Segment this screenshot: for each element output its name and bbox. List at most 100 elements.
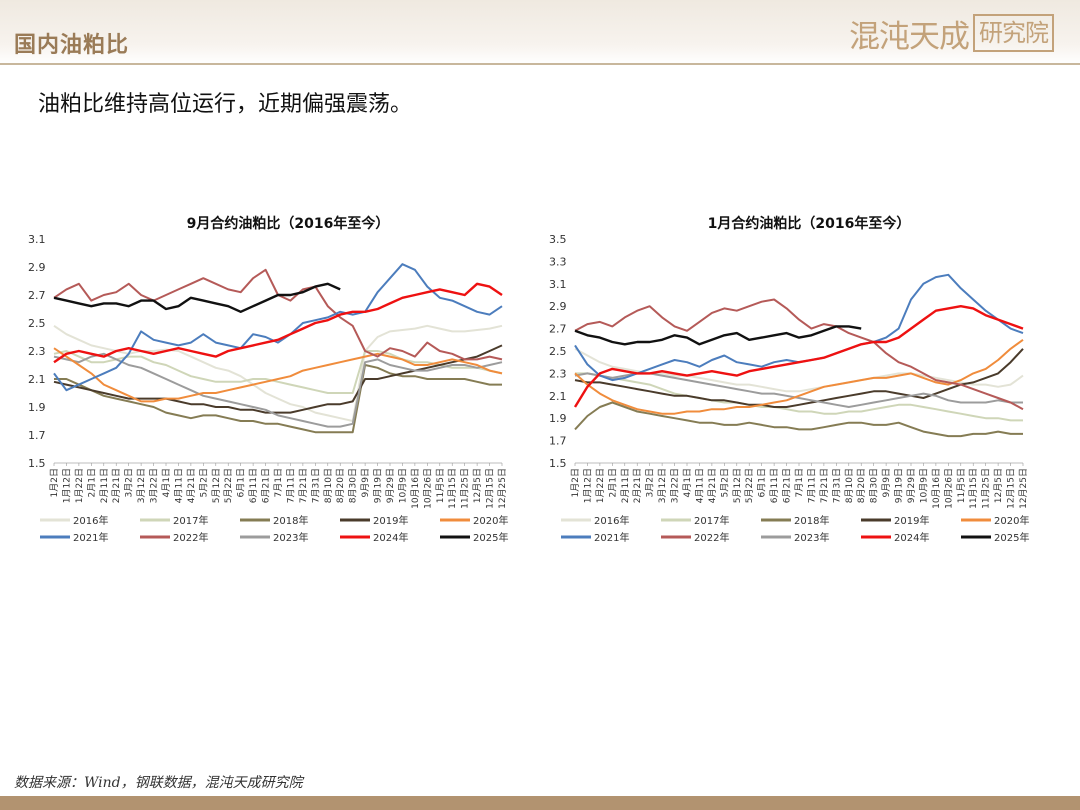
x-tick-label: 8月30日: [348, 468, 359, 503]
series-line-2024: [53, 282, 503, 364]
x-tick-label: 2月21日: [111, 468, 122, 503]
y-tick-label: 2.3: [549, 367, 567, 380]
x-tick-label: 4月21日: [186, 468, 197, 503]
x-tick-label: 3月22日: [149, 468, 160, 503]
x-tick-label: 10月26日: [943, 468, 954, 509]
section-title: 国内油粕比: [14, 32, 130, 58]
y-tick-label: 1.9: [549, 412, 567, 425]
legend-label: 2023年: [794, 531, 829, 544]
x-tick-label: 5月12日: [732, 468, 743, 503]
y-tick-label: 3.5: [549, 233, 567, 246]
y-tick-label: 2.9: [549, 300, 567, 313]
header-bar: [0, 0, 1080, 64]
x-tick-label: 1月22日: [595, 468, 606, 503]
x-tick-label: 7月31日: [831, 468, 842, 503]
x-tick-label: 8月20日: [335, 468, 346, 503]
x-tick-label: 5月12日: [211, 468, 222, 503]
legend-label: 2020年: [473, 514, 508, 527]
series-line-2020: [574, 338, 1024, 415]
series-line-2025: [53, 282, 341, 313]
series-line-2025: [574, 325, 862, 346]
legend-label: 2017年: [694, 514, 729, 527]
logo-seal-text: 研究院: [973, 14, 1054, 52]
x-tick-label: 3月2日: [124, 468, 135, 497]
x-tick-label: 1月12日: [61, 468, 72, 503]
series-line-2018: [574, 401, 1023, 438]
x-tick-label: 6月21日: [782, 468, 793, 503]
legend-label: 2022年: [694, 531, 729, 544]
legend-label: 2018年: [794, 514, 829, 527]
x-tick-label: 6月11日: [248, 468, 259, 503]
x-tick-label: 6月1日: [757, 468, 768, 497]
legend-label: 2024年: [894, 531, 929, 544]
footer-bar: [0, 796, 1080, 810]
x-tick-label: 2月1日: [607, 468, 618, 497]
legend-label: 2017年: [173, 514, 208, 527]
legend-label: 2025年: [994, 531, 1029, 544]
y-tick-label: 2.5: [549, 345, 567, 358]
y-tick-label: 2.3: [28, 345, 46, 358]
y-tick-label: 2.7: [549, 323, 567, 336]
x-tick-label: 9月19日: [894, 468, 905, 503]
x-tick-label: 4月1日: [682, 468, 693, 497]
x-tick-label: 8月30日: [869, 468, 880, 503]
chart-title: 1月合约油粕比（2016年至今）: [708, 215, 911, 232]
y-tick-label: 2.1: [549, 390, 567, 403]
slide-subtitle: 油粕比维持高位运行，近期偏强震荡。: [38, 92, 413, 117]
y-tick-label: 1.5: [28, 457, 46, 470]
legend-label: 2016年: [73, 514, 108, 527]
x-tick-label: 9月19日: [373, 468, 384, 503]
x-tick-label: 4月11日: [694, 468, 705, 503]
series-line-2024: [573, 305, 1024, 408]
y-tick-label: 1.5: [549, 457, 567, 470]
x-tick-label: 6月21日: [261, 468, 272, 503]
series-line-2022: [574, 298, 1024, 411]
legend-label: 2021年: [73, 531, 108, 544]
series-line-2019: [574, 348, 1024, 408]
x-tick-label: 7月1日: [794, 468, 805, 497]
x-tick-label: 12月5日: [472, 468, 483, 503]
x-tick-label: 2月1日: [86, 468, 97, 497]
legend-label: 2021年: [594, 531, 629, 544]
chart-jan-contract: 1月合约油粕比（2016年至今） 3.5 3.3 3.1 2.9 2.7 2.5 2.3 2.1…: [533, 205, 1068, 560]
x-tick-label: 1月22日: [74, 468, 85, 503]
logo-main-text: 混沌天成: [849, 18, 970, 55]
x-tick-label: 9月29日: [385, 468, 396, 503]
legend-label: 2016年: [594, 514, 629, 527]
y-tick-label: 2.7: [28, 289, 46, 302]
x-tick-label: 11月15日: [447, 468, 458, 509]
x-tick-label: 1月2日: [49, 468, 60, 497]
x-tick-label: 2月21日: [632, 468, 643, 503]
y-tick-label: 2.1: [28, 373, 46, 386]
company-logo: 混沌天成 研究院: [849, 12, 1054, 55]
y-tick-label: 1.9: [28, 401, 46, 414]
x-tick-label: 11月25日: [981, 468, 992, 509]
y-tick-label: 3.3: [549, 255, 567, 268]
y-tick-label: 3.1: [549, 278, 567, 291]
series-line-2018: [54, 364, 502, 434]
x-tick-label: 3月2日: [645, 468, 656, 497]
x-tick-label: 7月31日: [310, 468, 321, 503]
series-line-2023: [53, 352, 503, 428]
x-tick-label: 7月1日: [273, 468, 284, 497]
series-line-2020: [53, 347, 503, 403]
x-tick-label: 9月9日: [360, 468, 371, 497]
legend-label: 2019年: [373, 514, 408, 527]
legend-label: 2024年: [373, 531, 408, 544]
series-line-2019: [53, 344, 503, 414]
y-tick-label: 3.1: [28, 233, 46, 246]
x-tick-label: 10月26日: [422, 468, 433, 509]
x-tick-label: 5月22日: [744, 468, 755, 503]
series-line-2021: [53, 263, 503, 392]
x-tick-label: 4月11日: [173, 468, 184, 503]
legend-label: 2022年: [173, 531, 208, 544]
x-tick-label: 2月11日: [99, 468, 110, 503]
x-tick-label: 5月22日: [223, 468, 234, 503]
x-tick-label: 12月15日: [1006, 468, 1017, 509]
x-tick-label: 10月9日: [918, 468, 929, 503]
series-line-2017: [575, 372, 1023, 422]
legend-label: 2025年: [473, 531, 508, 544]
x-tick-label: 4月21日: [707, 468, 718, 503]
chart-jan-contract-svg: 1月合约油粕比（2016年至今） 3.5 3.3 3.1 2.9 2.7 2.5 2.3 2.1…: [549, 215, 1029, 544]
x-tick-label: 3月12日: [657, 468, 668, 503]
